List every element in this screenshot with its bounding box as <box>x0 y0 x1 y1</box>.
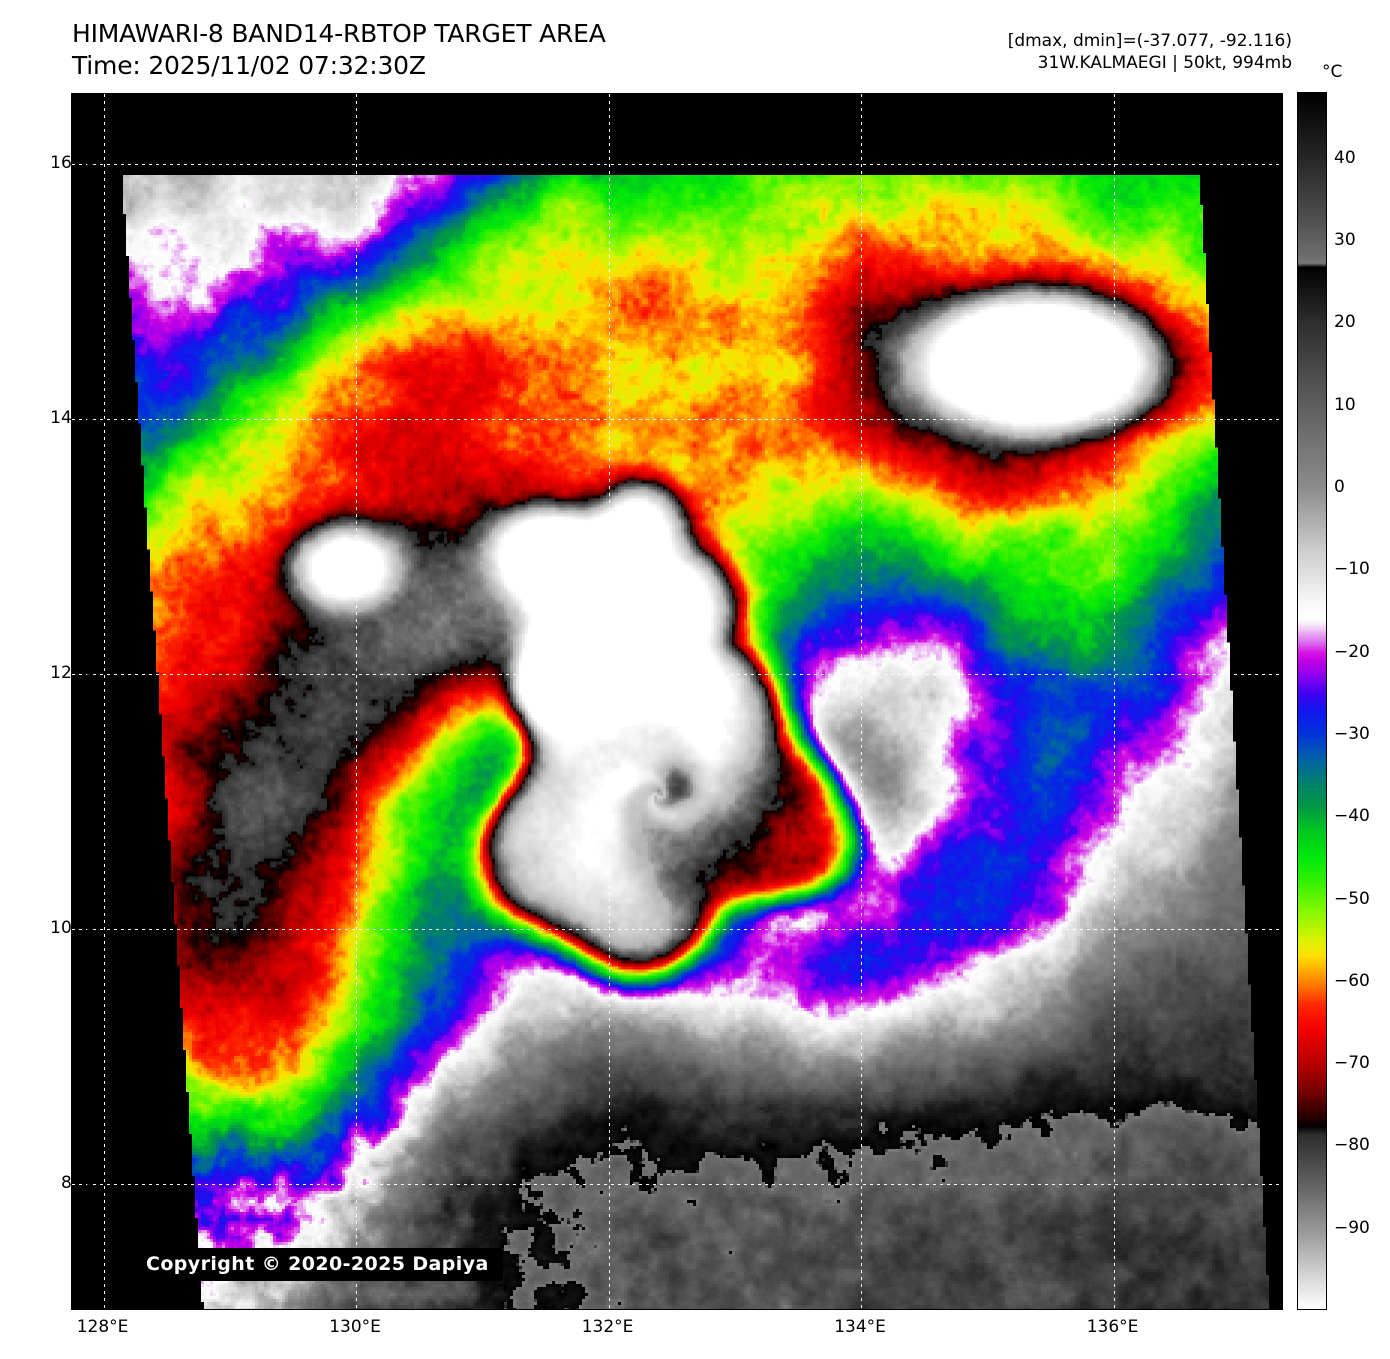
colorbar-tick: 30 <box>1334 230 1356 251</box>
timestamp: Time: 2025/11/02 07:32:30Z <box>72 51 426 80</box>
satellite-image <box>72 94 1282 1309</box>
page-title: HIMAWARI-8 BAND14-RBTOP TARGET AREA <box>72 19 606 48</box>
colorbar-tick: −40 <box>1334 806 1370 827</box>
colorbar-tick: −70 <box>1334 1053 1370 1074</box>
satellite-plot[interactable]: Copyright © 2020-2025 Dapiya <box>71 93 1283 1310</box>
latitude-tick-label: 12°N <box>50 662 93 683</box>
copyright-notice: Copyright © 2020-2025 Dapiya <box>136 1248 503 1281</box>
longitude-tick-label: 132°E <box>581 1317 634 1337</box>
longitude-tick-label: 128°E <box>76 1317 129 1337</box>
colorbar-unit-label: °C <box>1322 62 1343 82</box>
longitude-tick-label: 134°E <box>834 1317 886 1337</box>
longitude-tick-label: 130°E <box>329 1317 381 1337</box>
colorbar-tick: −80 <box>1334 1135 1370 1156</box>
colorbar-tick: 10 <box>1334 394 1356 415</box>
colorbar-tick: −60 <box>1334 970 1370 991</box>
dminmax-readout: [dmax, dmin]=(-37.077, -92.116) <box>1007 31 1292 51</box>
storm-info: 31W.KALMAEGI | 50kt, 994mb <box>1037 53 1292 73</box>
colorbar-tick: 0 <box>1334 477 1345 498</box>
colorbar-tick: −10 <box>1334 559 1370 580</box>
colorbar-tick: 20 <box>1334 312 1356 333</box>
colorbar-tick: −50 <box>1334 888 1370 909</box>
colorbar-tick: −20 <box>1334 641 1370 662</box>
colorbar-tick: −30 <box>1334 723 1370 744</box>
latitude-tick-label: 14°N <box>50 407 93 428</box>
latitude-tick-label: 8°N <box>60 1172 93 1193</box>
colorbar[interactable] <box>1297 92 1327 1310</box>
header-right: [dmax, dmin]=(-37.077, -92.116) 31W.KALM… <box>1008 30 1292 74</box>
header-left: HIMAWARI-8 BAND14-RBTOP TARGET AREA Time… <box>72 18 606 82</box>
colorbar-gradient <box>1298 93 1326 1309</box>
longitude-tick-label: 136°E <box>1086 1317 1139 1337</box>
latitude-tick-label: 10°N <box>50 917 93 938</box>
latitude-tick-label: 16°N <box>50 153 93 174</box>
colorbar-tick: −90 <box>1334 1217 1370 1238</box>
colorbar-tick: 40 <box>1334 147 1356 168</box>
